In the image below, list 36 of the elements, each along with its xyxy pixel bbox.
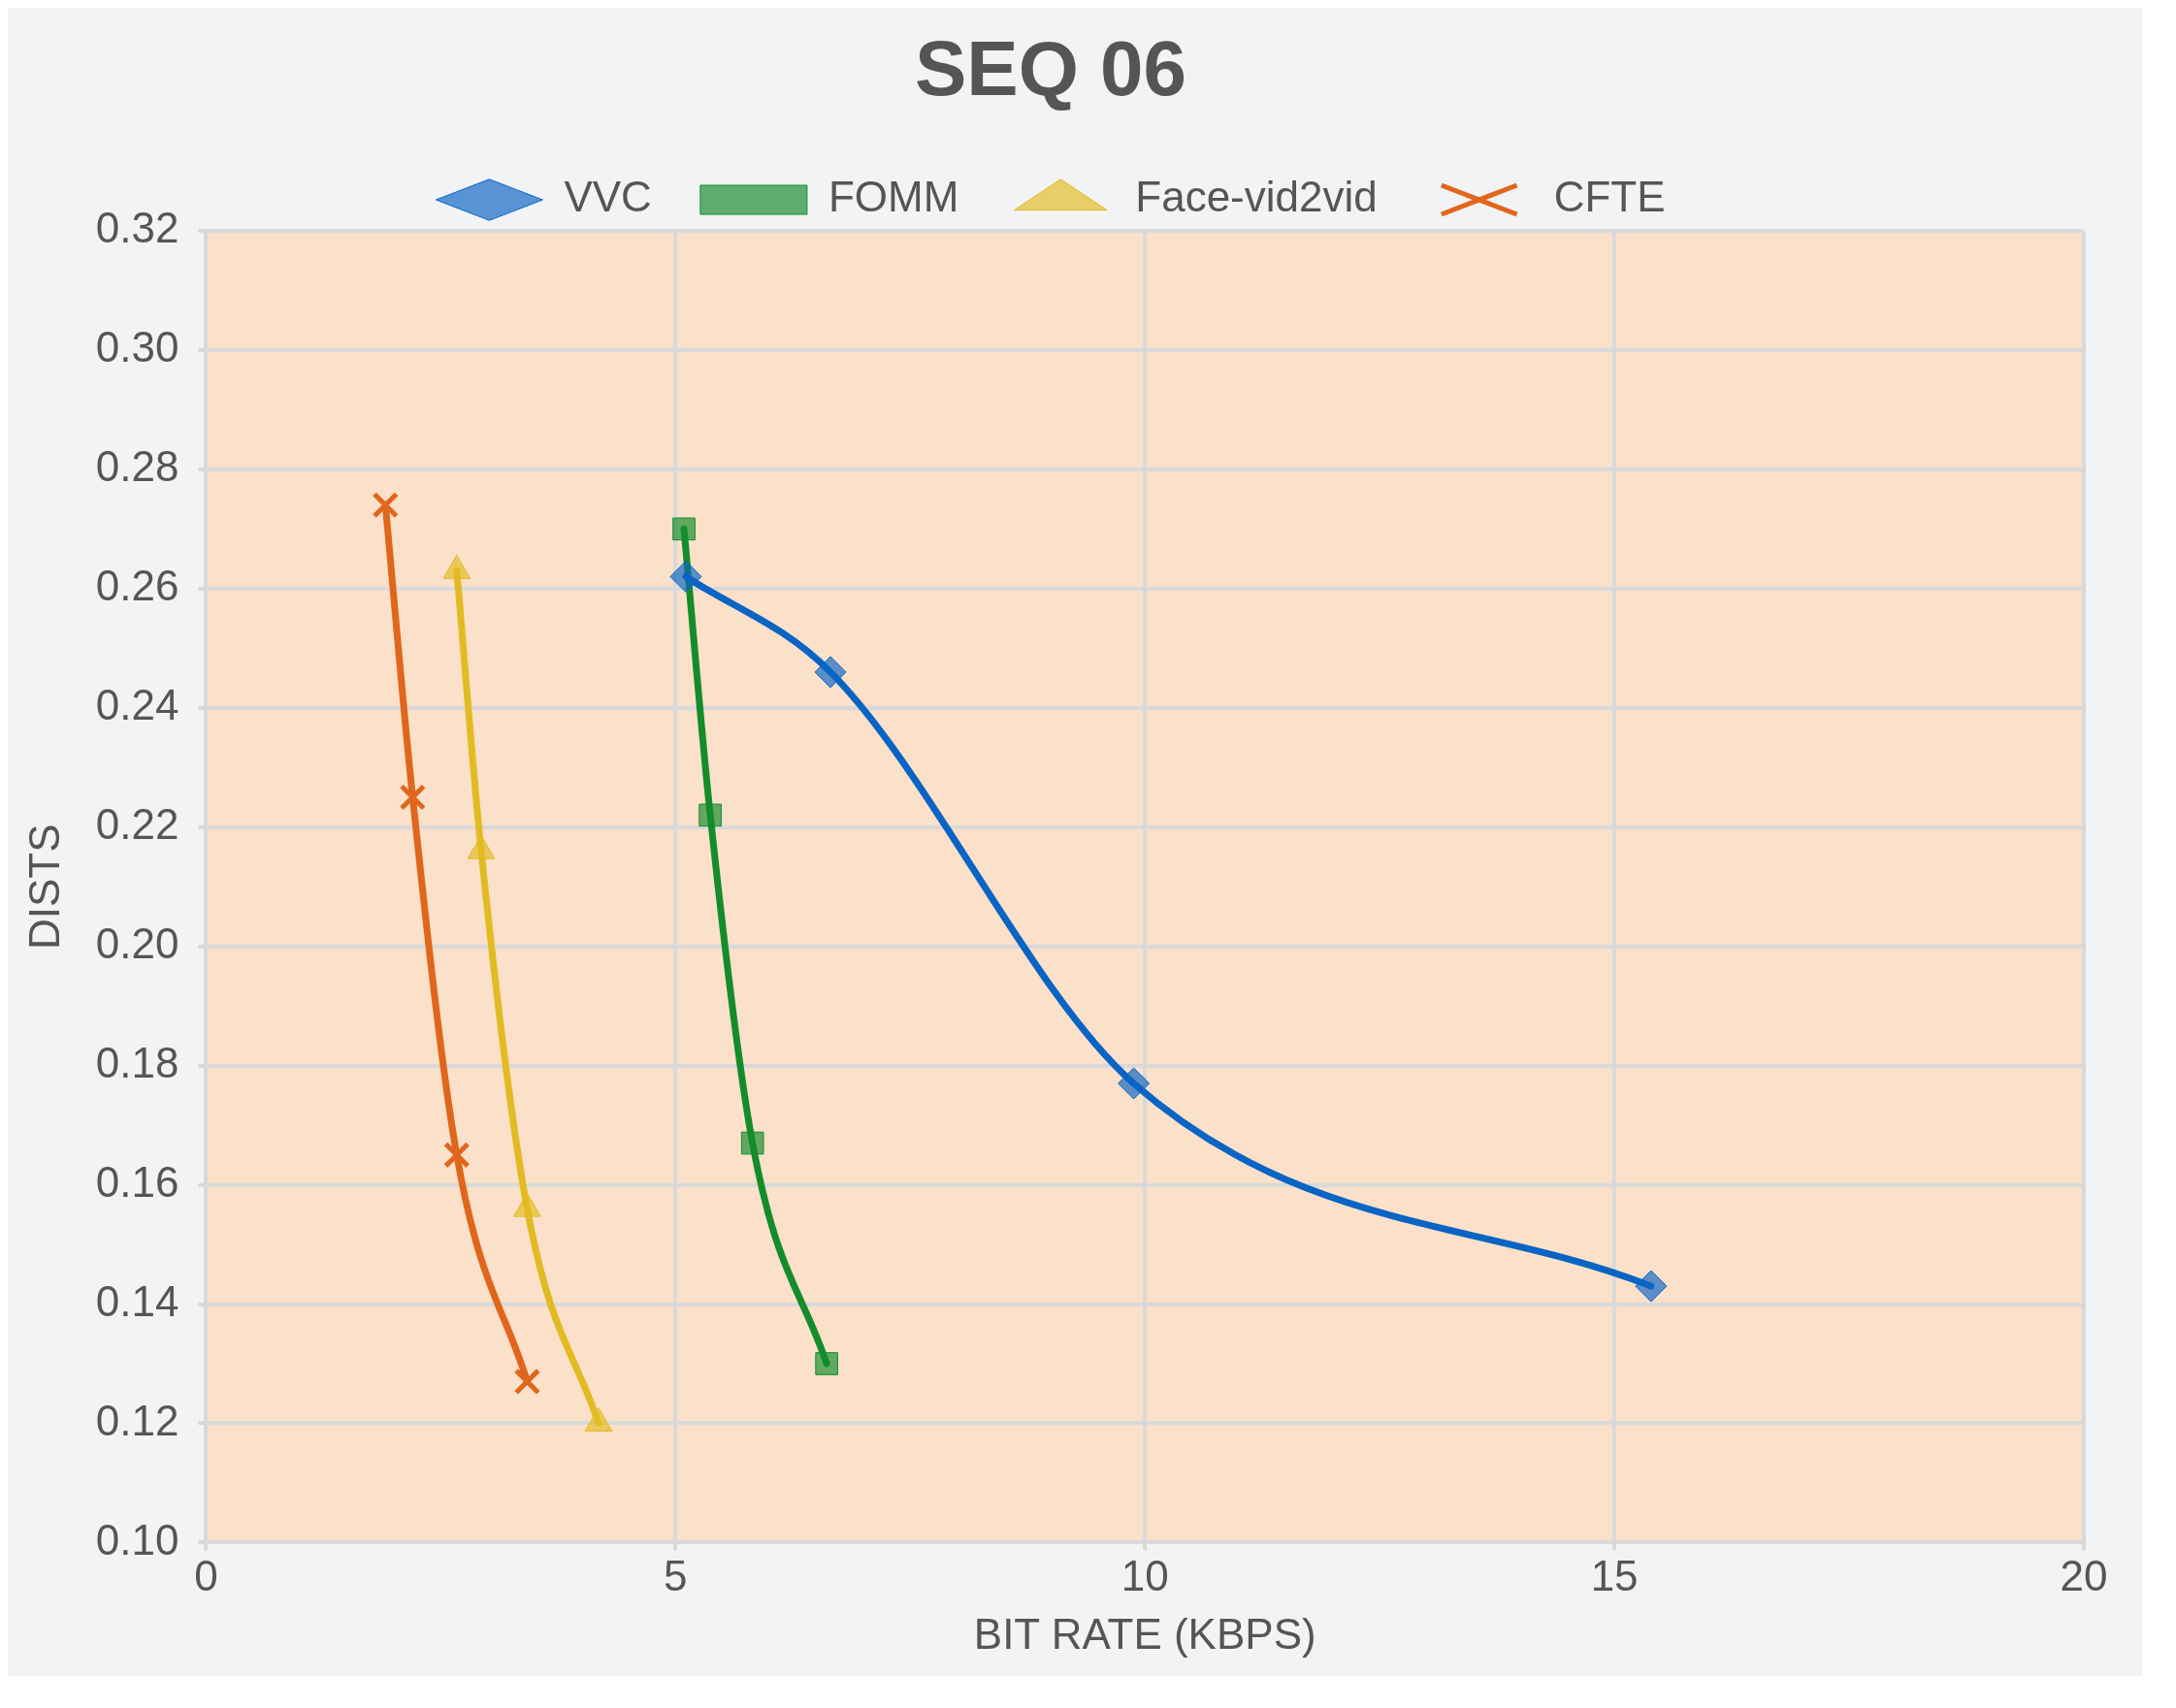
- y-tick-label: 0.16: [95, 1157, 179, 1206]
- x-tick-label: 20: [2060, 1551, 2108, 1599]
- y-tick-label: 0.32: [95, 204, 179, 252]
- point: [672, 517, 696, 541]
- x-tick-label: 0: [194, 1551, 218, 1599]
- legend-label: Face-vid2vid: [1135, 173, 1378, 221]
- legend-label: FOMM: [828, 173, 959, 221]
- y-tick-label: 0.14: [95, 1276, 179, 1325]
- y-tick-label: 0.12: [95, 1396, 179, 1444]
- y-tick-label: 0.20: [95, 918, 179, 967]
- x-tick-label: 15: [1590, 1551, 1639, 1599]
- x-axis-title: BIT RATE (KBPS): [973, 1609, 1316, 1658]
- point: [815, 1352, 838, 1375]
- y-axis-title: DISTS: [19, 823, 68, 950]
- point: [740, 1131, 764, 1155]
- x-tick-label: 10: [1120, 1551, 1169, 1599]
- y-tick-label: 0.22: [95, 799, 179, 848]
- legend-label: CFTE: [1553, 173, 1666, 221]
- y-tick-label: 0.24: [95, 680, 179, 728]
- point: [1118, 1067, 1151, 1100]
- y-tick-label: 0.28: [95, 442, 179, 491]
- point: [814, 656, 847, 689]
- legend-label: VVC: [564, 173, 652, 221]
- point: [399, 784, 427, 811]
- y-tick-label: 0.26: [95, 561, 179, 609]
- x-tick-label: 5: [664, 1551, 688, 1599]
- y-tick-label: 0.10: [95, 1515, 179, 1563]
- point: [372, 491, 400, 519]
- point: [1635, 1270, 1668, 1303]
- y-tick-label: 0.18: [95, 1038, 179, 1086]
- chart-title: SEQ 06: [914, 25, 1187, 113]
- y-tick-label: 0.30: [95, 323, 179, 371]
- point: [513, 1368, 541, 1396]
- point: [698, 803, 722, 827]
- point: [669, 561, 702, 594]
- point: [443, 1142, 471, 1169]
